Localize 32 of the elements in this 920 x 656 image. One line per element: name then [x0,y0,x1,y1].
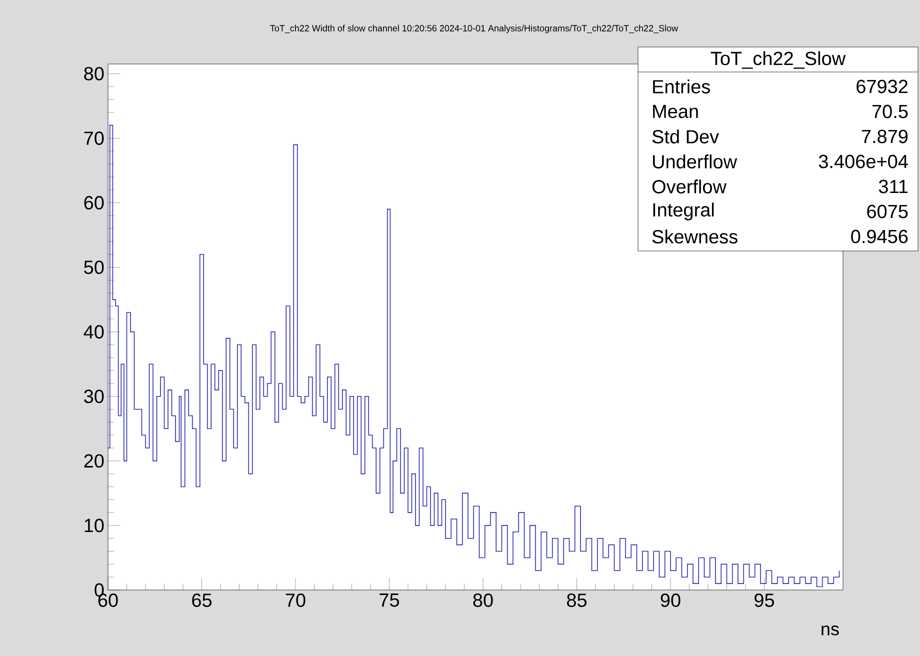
x-tick-label: 70 [286,594,306,607]
annotation: Std Dev [652,130,720,144]
x-axis-title: ns [822,626,839,636]
text: 6075 [867,204,908,218]
annotation: Overflow [652,180,727,194]
x-tick-label: 80 [473,594,493,607]
y-tick-label: 80 [84,66,104,80]
text: 70.5 [872,104,908,118]
text: 0.9456 [851,230,908,244]
y-tick-label: 10 [84,518,104,532]
annotation: ToT_ch22_Slow [710,51,846,69]
annotation: Entries [653,80,710,94]
x-tick-label: 65 [192,594,212,607]
x-tick-label: 85 [567,594,587,607]
x-tick-label: 75 [380,594,400,607]
x-tick-label: 90 [660,594,680,607]
chart-title: ToT_ch22 Width of slow channel 10:20:56 2024-10-01 Analysis/Histograms/ToT_ch22/ToT_ch22_Slow [270,24,678,34]
annotation: Underflow [653,154,738,168]
annotation: Integral [653,202,714,220]
annotation: 3.406e+04 [818,154,908,168]
y-tick-label: 40 [84,325,104,339]
y-tick-label: 20 [84,454,104,468]
annotation: Mean [653,104,698,118]
text: 311 [878,180,908,194]
text: 67932 [856,80,908,94]
text: 7.879 [862,130,908,144]
y-tick-label: 60 [84,196,104,210]
annotation: Skewness [652,230,738,244]
x-tick-label: 95 [754,594,774,607]
y-tick-label: 70 [84,131,104,145]
y-tick-label: 50 [84,260,104,274]
y-tick-label: 30 [84,390,104,404]
